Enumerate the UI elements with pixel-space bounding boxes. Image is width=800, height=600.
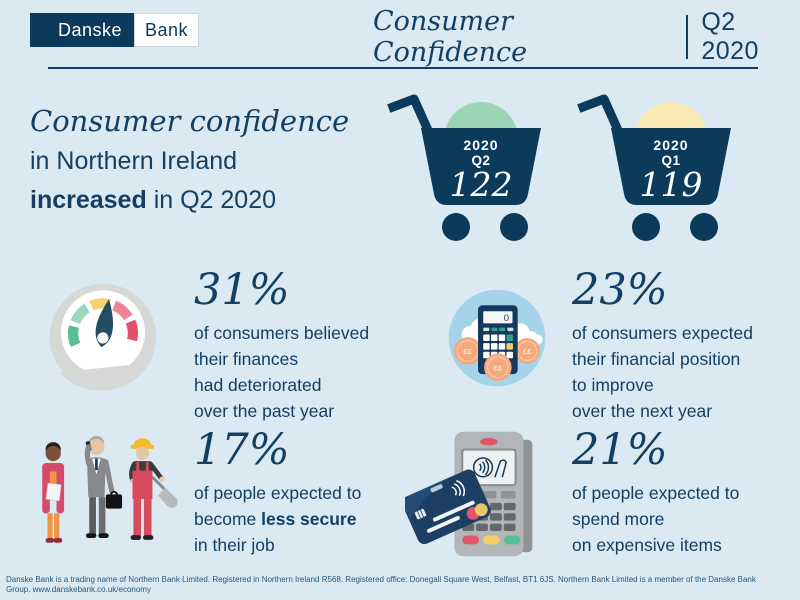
stat-line: their financial position: [572, 349, 741, 369]
contactless-card: [405, 469, 491, 545]
stat-line: their finances: [194, 349, 299, 369]
stat-percentage: 21%: [572, 425, 668, 475]
coin-left: ££: [453, 337, 482, 365]
legal-footer: Danske Bank is a trading name of Norther…: [6, 575, 798, 594]
calculator-coins-icon: ££ ££ 0 ££: [448, 289, 546, 387]
page-title: Consumer Confidence: [373, 6, 528, 68]
period-label: Q2 2020: [701, 8, 759, 65]
stat-percentage: 31%: [194, 265, 290, 315]
stat-line: over the past year: [194, 401, 335, 421]
cart-quarter-label: Q1: [661, 153, 680, 168]
stat-line-bold: less secure: [261, 509, 357, 529]
cart-handle: [577, 94, 623, 134]
cart-basket: [421, 128, 541, 205]
headline-line3-rest: in Q2 2020: [146, 186, 277, 214]
shopping-cart-q1-icon: 2020 Q1 119: [577, 94, 731, 241]
businessman-figure: [84, 435, 123, 539]
headline-line1: Consumer confidence: [30, 104, 350, 138]
stat-job-security: 17% of people expected to become less se…: [194, 426, 419, 558]
coin-right: ££: [514, 338, 541, 364]
stat-financial-position: 23% of consumers expected their financia…: [572, 266, 797, 424]
stat-finances: 31% of consumers believed their finances…: [194, 266, 419, 424]
cart-index-value: 122: [450, 165, 513, 204]
cart-handle: [387, 94, 433, 134]
stat-spending: 21% of people expected to spend more on …: [572, 426, 797, 558]
cart-year-label: 2020: [463, 137, 498, 153]
stat-line-bold: spend more: [572, 509, 665, 529]
svg-text:££: ££: [523, 347, 532, 356]
stat-line: of people expected to: [572, 483, 740, 503]
contactless-symbol: [472, 457, 508, 478]
gauge-icon: [47, 283, 159, 393]
header-titlebar: Consumer Confidence Q2 2020: [373, 6, 800, 68]
cart-index-value: 119: [640, 165, 703, 204]
shopping-cart-q2-icon: 2020 Q2 122: [387, 94, 541, 241]
title-divider: [686, 15, 689, 59]
stat-percentage: 23%: [572, 265, 668, 315]
stat-line: on expensive items: [572, 535, 722, 555]
footer-line2: Group. www.danskebank.co.uk/economy: [6, 584, 151, 594]
cart-quarter-label: Q2: [471, 153, 490, 168]
card-contactless-waves: [451, 480, 465, 497]
footer-line1: Danske Bank is a trading name of Norther…: [6, 575, 756, 584]
cart-wheel: [632, 213, 660, 241]
svg-text:££: ££: [463, 347, 472, 356]
cart-wheel: [500, 213, 528, 241]
headline: Consumer confidence in Northern Ireland …: [30, 100, 349, 220]
stat-line: of consumers expected: [572, 323, 753, 343]
coin-bottom: ££: [484, 353, 512, 382]
stat-line: of people expected to: [194, 483, 362, 503]
svg-text:££: ££: [494, 363, 503, 372]
headline-increased: increased: [30, 186, 147, 214]
logo-danske-box: Danske: [30, 13, 135, 47]
stat-percentage: 17%: [194, 425, 290, 475]
stat-line: in their job: [194, 535, 275, 555]
cart-wheel: [442, 213, 470, 241]
gauge-needle: [95, 299, 114, 348]
headline-line2: in Northern Ireland: [30, 147, 238, 175]
stat-line-bold: had deteriorated: [194, 375, 322, 395]
cart-wheel: [690, 213, 718, 241]
header-rule: [48, 67, 758, 69]
cart-basket: [611, 128, 731, 205]
stat-line-bold: to improve: [572, 375, 654, 395]
calculator-body: 0: [478, 305, 518, 375]
danske-bank-logo: Danske Bank: [30, 13, 200, 47]
workers-icon: [42, 435, 178, 543]
card-terminal-icon: [405, 431, 533, 557]
headline-line3: increased in Q2 2020: [30, 181, 349, 220]
woman-figure: [42, 442, 65, 543]
stat-line-pre: become: [194, 509, 262, 529]
svg-text:0: 0: [504, 313, 509, 324]
stat-line: over the next year: [572, 401, 713, 421]
gauge-arc: [67, 298, 139, 347]
cart-year-label: 2020: [653, 137, 688, 153]
stat-line: of consumers believed: [194, 323, 370, 343]
construction-worker-figure: [129, 438, 178, 540]
logo-bank-box: Bank: [134, 13, 200, 47]
stat-line: become less secure: [194, 506, 419, 532]
